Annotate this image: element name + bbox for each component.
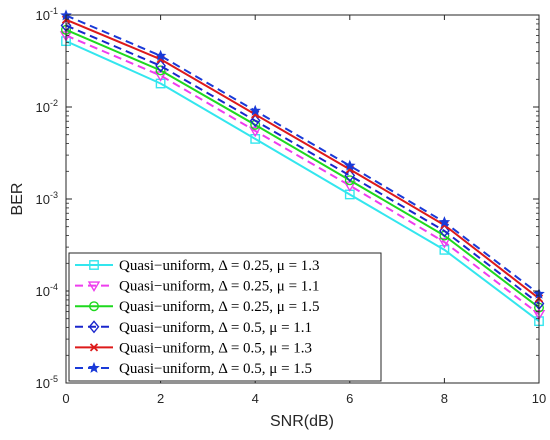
legend-label: Quasi−uniform, Δ = 0.5, μ = 1.3 (119, 340, 312, 356)
series-3-point (155, 65, 166, 76)
legend-marker (88, 301, 99, 312)
series-2-line (65, 34, 540, 315)
x-axis-label: SNR(dB) (270, 413, 334, 430)
x-tick-label: 4 (252, 391, 259, 406)
legend-marker (88, 361, 100, 373)
legend-label: Quasi−uniform, Δ = 0.25, μ = 1.1 (119, 279, 320, 295)
x-tick-label: 8 (441, 391, 448, 406)
legend-box (68, 252, 382, 382)
x-tick-label: 10 (532, 391, 546, 406)
x-tick-label: 6 (346, 391, 353, 406)
legend: Quasi−uniform, Δ = 0.25, μ = 1.3 Quasi−un… (68, 252, 382, 382)
series-4-point (249, 114, 261, 128)
series-4-point (344, 168, 356, 183)
series-3-point (344, 175, 355, 186)
y-axis-label: BER (9, 183, 26, 216)
legend-entry: Quasi−uniform, Δ = 0.5, μ = 1.1 (75, 320, 312, 336)
legend-label: Quasi−uniform, Δ = 0.25, μ = 1.5 (119, 299, 320, 315)
series-6-point (438, 216, 451, 228)
series-6-line (65, 14, 540, 295)
y-tick-label: 10-5 (36, 374, 58, 391)
legend-entry: Quasi−uniform, Δ = 0.25, μ = 1.5 (75, 299, 320, 315)
series-3-line (65, 28, 540, 309)
series-6-point (154, 49, 167, 61)
x-tick-label: 0 (62, 391, 69, 406)
series-2-point (438, 237, 451, 249)
legend-marker (89, 260, 99, 270)
series-1-point (439, 244, 450, 255)
series-6-point (344, 159, 356, 171)
series-4-line (65, 24, 540, 305)
legend-label: Quasi−uniform, Δ = 0.25, μ = 1.3 (119, 258, 320, 274)
series-layer (59, 9, 546, 327)
legend-entry: Quasi−uniform, Δ = 0.5, μ = 1.5 (75, 361, 312, 377)
y-tick-label: 10-2 (36, 98, 58, 115)
legend-marker (89, 343, 99, 352)
series-4-point (155, 59, 167, 73)
legend-marker (87, 281, 101, 292)
legend-label: Quasi−uniform, Δ = 0.5, μ = 1.1 (119, 320, 312, 336)
legend-entry: Quasi−uniform, Δ = 0.25, μ = 1.1 (75, 279, 320, 295)
y-tick-label: 10-3 (36, 190, 58, 207)
series-1-line (65, 40, 540, 322)
x-tick-label: 2 (157, 391, 164, 406)
series-5-line (65, 18, 540, 300)
series-2-point (248, 126, 262, 138)
legend-entry: Quasi−uniform, Δ = 0.5, μ = 1.3 (75, 340, 312, 356)
y-tick-label: 10-1 (36, 6, 58, 23)
series-6-point (249, 104, 261, 116)
legend-marker (88, 320, 100, 334)
y-tick-label: 10-4 (36, 282, 58, 299)
legend-entry: Quasi−uniform, Δ = 0.25, μ = 1.3 (75, 258, 320, 274)
legend-label: Quasi−uniform, Δ = 0.5, μ = 1.5 (119, 361, 312, 377)
axes-layer: 0 2 4 6 8 10 10-1 10-2 10-3 10-4 10-5 (36, 6, 547, 406)
